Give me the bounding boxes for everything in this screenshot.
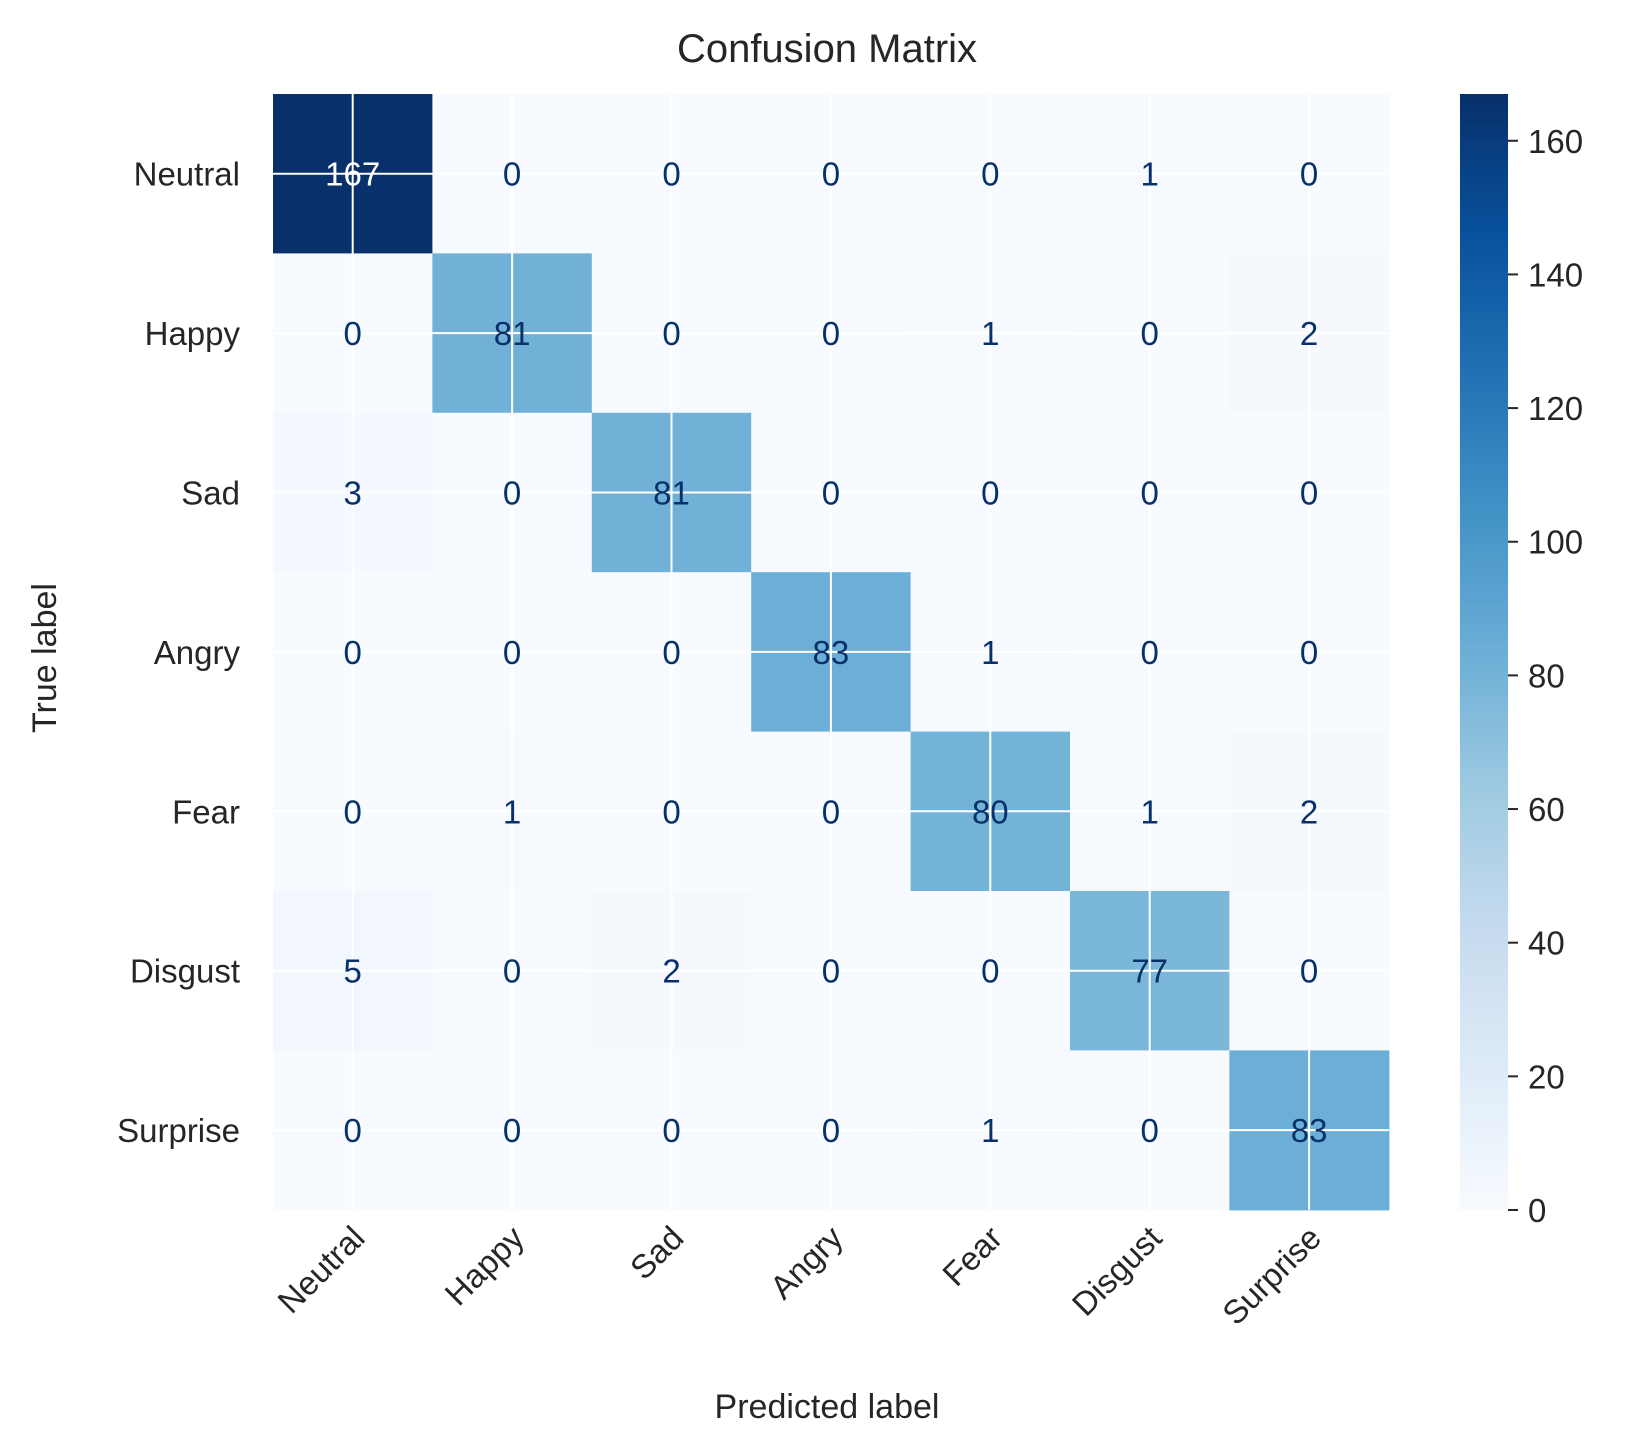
cell-value: 0	[1300, 953, 1318, 990]
cell-value: 0	[1141, 315, 1159, 352]
y-axis-title: True label	[26, 583, 64, 733]
colorbar-tick-label: 120	[1528, 390, 1583, 427]
y-tick-label: Angry	[154, 634, 241, 671]
cell-value: 0	[503, 1112, 521, 1149]
cell-value: 0	[344, 793, 362, 830]
y-tick-label: Surprise	[117, 1112, 240, 1149]
colorbar-tick-label: 80	[1528, 657, 1565, 694]
cell-value: 1	[503, 793, 521, 830]
cell-value: 0	[1141, 1112, 1159, 1149]
cell-value: 1	[1141, 793, 1159, 830]
x-tick-label: Happy	[437, 1218, 531, 1312]
cell-value: 0	[662, 315, 680, 352]
grid-lines	[273, 94, 1389, 1210]
y-tick-label: Sad	[181, 475, 240, 512]
cell-value: 0	[1141, 634, 1159, 671]
cell-value: 0	[822, 953, 840, 990]
colorbar-tick-label: 20	[1528, 1058, 1565, 1095]
y-tick-labels: Neutral Happy Sad Angry Fear Disgust Surprise	[117, 156, 240, 1149]
colorbar	[1460, 94, 1508, 1210]
cell-value: 0	[503, 156, 521, 193]
cell-value: 0	[822, 793, 840, 830]
cell-value: 3	[344, 475, 362, 512]
x-tick-label: Neutral	[270, 1219, 371, 1320]
x-tick-labels: Neutral Happy Sad Angry Fear Disgust Surprise	[270, 1218, 1328, 1331]
cell-value: 0	[662, 793, 680, 830]
x-tick-label: Surprise	[1215, 1219, 1328, 1332]
cell-value: 0	[1300, 475, 1318, 512]
cell-value: 0	[981, 475, 999, 512]
colorbar-tick-label: 40	[1528, 925, 1565, 962]
cell-value: 0	[662, 156, 680, 193]
cell-value: 0	[662, 1112, 680, 1149]
cell-value: 83	[1291, 1112, 1328, 1149]
cell-value: 2	[662, 953, 680, 990]
colorbar-tick-label: 160	[1528, 123, 1583, 160]
cell-value: 0	[822, 156, 840, 193]
cell-values: 167 0 0 0 0 1 0 0 81 0 0 1 0 2 3 0 81 0 0 0 0 0 0 0 83 1 0 0 0 1 0 0 80 1…	[325, 156, 1327, 1149]
cell-value: 0	[822, 1112, 840, 1149]
cell-value: 167	[325, 156, 380, 193]
cell-value: 0	[503, 634, 521, 671]
y-tick-label: Neutral	[134, 156, 240, 193]
cell-value: 81	[494, 315, 531, 352]
colorbar-tick-label: 0	[1528, 1192, 1546, 1229]
cell-value: 0	[1141, 475, 1159, 512]
x-axis-title: Predicted label	[715, 1388, 940, 1426]
cell-value: 0	[344, 1112, 362, 1149]
colorbar-tick-label: 140	[1528, 256, 1583, 293]
cell-value: 1	[981, 315, 999, 352]
cell-value: 0	[1300, 634, 1318, 671]
cell-value: 0	[344, 315, 362, 352]
colorbar-ticks: 0 20 40 60 80 100 120 140 160	[1508, 123, 1583, 1229]
cell-value: 1	[981, 634, 999, 671]
cell-value: 0	[822, 475, 840, 512]
y-tick-label: Happy	[145, 315, 241, 352]
cell-value: 5	[344, 953, 362, 990]
cell-value: 80	[972, 793, 1009, 830]
x-tick-label: Angry	[763, 1218, 850, 1305]
y-tick-label: Disgust	[130, 953, 240, 990]
cell-value: 1	[981, 1112, 999, 1149]
cell-value: 0	[662, 634, 680, 671]
x-tick-label: Fear	[935, 1219, 1009, 1293]
cell-value: 83	[813, 634, 850, 671]
y-tick-label: Fear	[172, 793, 240, 830]
cell-value: 0	[344, 634, 362, 671]
cell-value: 77	[1131, 953, 1168, 990]
x-tick-label: Disgust	[1065, 1219, 1169, 1323]
cell-value: 0	[981, 156, 999, 193]
chart-title: Confusion Matrix	[677, 27, 977, 71]
cell-value: 0	[981, 953, 999, 990]
colorbar-tick-label: 100	[1528, 524, 1583, 561]
cell-value: 0	[1300, 156, 1318, 193]
cell-value: 1	[1141, 156, 1159, 193]
cell-value: 0	[822, 315, 840, 352]
cell-value: 0	[503, 475, 521, 512]
cell-value: 0	[503, 953, 521, 990]
x-tick-label: Sad	[623, 1219, 691, 1287]
cell-value: 2	[1300, 315, 1318, 352]
cell-value: 2	[1300, 793, 1318, 830]
colorbar-tick-label: 60	[1528, 791, 1565, 828]
cell-value: 81	[653, 475, 690, 512]
